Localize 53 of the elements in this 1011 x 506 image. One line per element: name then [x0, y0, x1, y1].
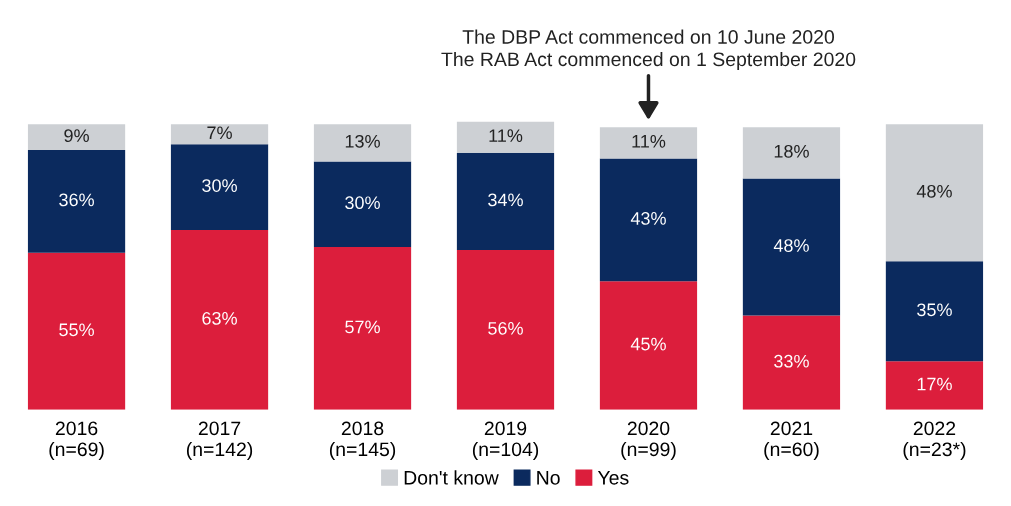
data-label: 45%	[630, 337, 666, 351]
x-tick-label: 2019 (n=104)	[472, 421, 539, 461]
bar	[170, 124, 269, 145]
data-label: 35%	[917, 303, 952, 317]
data-label: 55%	[59, 323, 94, 337]
bar	[742, 127, 841, 179]
bar	[27, 124, 126, 150]
bar	[742, 315, 841, 410]
data-label: 63%	[202, 311, 237, 325]
annotation: The DBP Act commenced on 10 June 2020 The RAB Act commenced on 1 September 2020	[441, 29, 856, 71]
data-label: 57%	[345, 320, 380, 334]
data-label: 30%	[202, 179, 237, 192]
legend-label: Don't know	[404, 470, 499, 485]
x-tick-label: 2018 (n=145)	[329, 421, 396, 461]
bar	[27, 252, 126, 410]
data-label: 48%	[916, 184, 952, 198]
bar	[599, 281, 698, 410]
bar	[170, 229, 269, 410]
bar	[170, 144, 269, 230]
data-label: 48%	[773, 239, 809, 252]
x-tick-label: 2016 (n=69)	[49, 421, 104, 461]
bar	[885, 261, 984, 362]
legend-label: Yes	[597, 471, 629, 485]
data-label: 36%	[59, 193, 94, 207]
bar	[313, 161, 412, 248]
x-tick-label: 2021 (n=60)	[764, 421, 819, 461]
bar	[885, 361, 984, 410]
bar	[885, 124, 984, 262]
data-label: 18%	[774, 144, 809, 158]
x-tick-label: 2020 (n=99)	[621, 421, 676, 461]
bar	[27, 150, 126, 253]
data-label: 34%	[488, 193, 523, 207]
bar	[742, 178, 841, 316]
bar	[313, 247, 412, 410]
data-label: 56%	[488, 321, 523, 335]
data-label: 30%	[345, 196, 380, 210]
legend-label: No	[537, 471, 560, 485]
data-label: 11%	[632, 135, 666, 148]
bar	[313, 124, 412, 162]
x-tick-label: 2022 (n=23*)	[903, 421, 966, 461]
data-label: 17%	[917, 377, 952, 391]
x-tick-label: 2017 (n=142)	[186, 421, 253, 461]
bar	[456, 249, 555, 410]
bar	[599, 127, 698, 159]
data-label: 33%	[774, 354, 809, 368]
bar	[599, 158, 698, 282]
data-label: 13%	[345, 134, 380, 148]
bar	[456, 152, 555, 250]
data-label: 7%	[207, 126, 232, 140]
data-label: 11%	[489, 129, 523, 142]
data-label: 43%	[630, 212, 666, 225]
data-label: 9%	[64, 129, 89, 142]
bar	[456, 121, 555, 153]
